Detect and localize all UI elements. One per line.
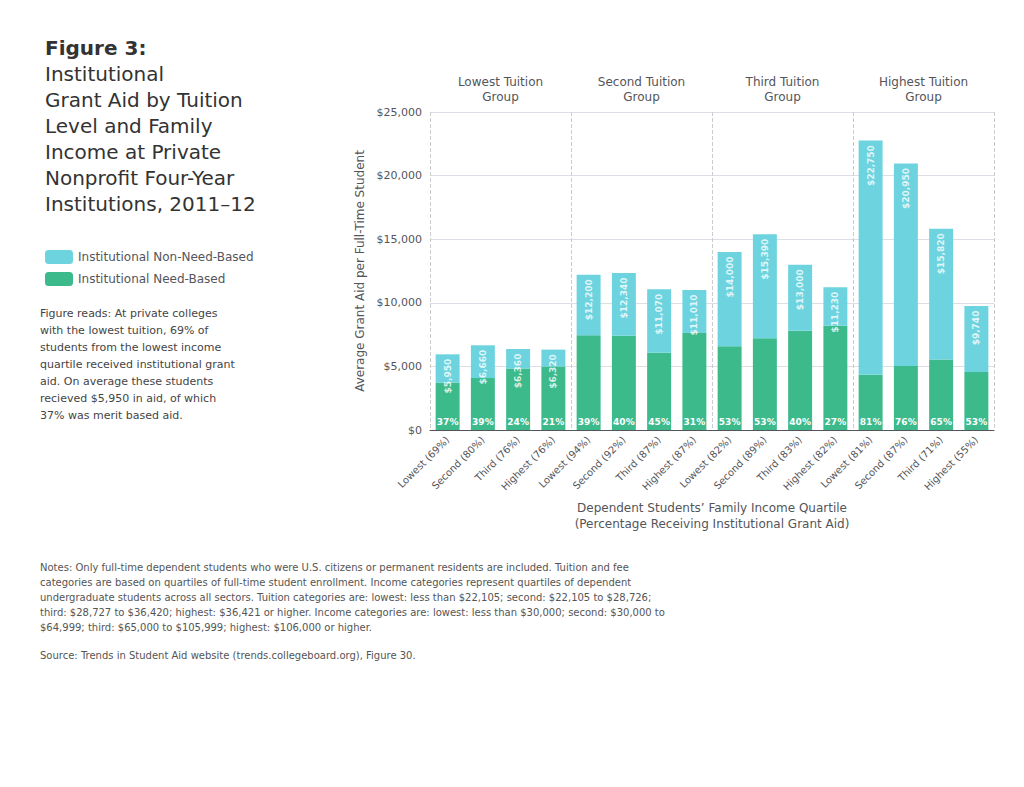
svg-text:$11,070: $11,070 (654, 294, 664, 335)
svg-text:with the lowest tuition, 69% o: with the lowest tuition, 69% of (40, 324, 210, 337)
svg-text:31%: 31% (684, 417, 706, 427)
svg-text:Third (83%): Third (83%) (754, 434, 804, 484)
svg-text:Highest (87%): Highest (87%) (640, 434, 699, 493)
svg-text:Third Tuition: Third Tuition (745, 75, 820, 89)
svg-text:Second (89%): Second (89%) (712, 434, 769, 491)
svg-text:Second (80%): Second (80%) (430, 434, 487, 491)
svg-text:$64,999; third: $65,000 to $10: $64,999; third: $65,000 to $105,999; hig… (40, 622, 372, 633)
svg-text:76%: 76% (895, 417, 917, 427)
svg-text:$12,340: $12,340 (619, 278, 629, 319)
svg-text:Highest (82%): Highest (82%) (781, 434, 840, 493)
svg-text:Group: Group (764, 90, 801, 104)
svg-text:$6,660: $6,660 (478, 350, 488, 385)
svg-text:$11,010: $11,010 (689, 294, 699, 335)
svg-text:81%: 81% (860, 417, 882, 427)
svg-text:Highest Tuition: Highest Tuition (879, 75, 968, 89)
svg-text:Nonprofit Four-Year: Nonprofit Four-Year (45, 166, 235, 190)
svg-text:recieved $5,950 in aid, of whi: recieved $5,950 in aid, of which (40, 392, 216, 405)
svg-text:categories are based on quarti: categories are based on quartiles of ful… (40, 577, 631, 588)
svg-text:37% was merit based aid.: 37% was merit based aid. (40, 409, 183, 422)
svg-text:53%: 53% (754, 417, 776, 427)
svg-text:24%: 24% (507, 417, 529, 427)
svg-text:Third (71%): Third (71%) (895, 434, 945, 484)
svg-text:Lowest (82%): Lowest (82%) (677, 434, 734, 490)
svg-text:undergraduate students across: undergraduate students across all sector… (40, 592, 651, 603)
svg-text:$5,000: $5,000 (384, 360, 423, 373)
svg-text:Group: Group (905, 90, 942, 104)
svg-text:Group: Group (482, 90, 519, 104)
svg-text:$9,740: $9,740 (971, 311, 981, 346)
svg-text:65%: 65% (930, 417, 952, 427)
svg-text:$5,950: $5,950 (443, 359, 453, 394)
svg-text:$12,200: $12,200 (584, 279, 594, 320)
svg-text:40%: 40% (789, 417, 811, 427)
svg-text:Lowest (69%): Lowest (69%) (395, 434, 452, 490)
svg-text:Lowest (81%): Lowest (81%) (818, 434, 875, 490)
svg-text:$20,950: $20,950 (901, 168, 911, 209)
svg-text:Income at Private: Income at Private (45, 140, 221, 164)
svg-text:third: $28,727 to $36,420; hig: third: $28,727 to $36,420; highest: $36,… (40, 607, 665, 618)
svg-text:students from the lowest incom: students from the lowest income (40, 341, 222, 354)
svg-text:Second Tuition: Second Tuition (598, 75, 685, 89)
svg-text:(Percentage Receiving Institut: (Percentage Receiving Institutional Gran… (575, 517, 850, 531)
svg-text:21%: 21% (543, 417, 565, 427)
svg-text:53%: 53% (719, 417, 741, 427)
svg-text:aid. On average these students: aid. On average these students (40, 375, 214, 388)
svg-text:$20,000: $20,000 (377, 169, 423, 182)
svg-text:$25,000: $25,000 (377, 106, 423, 119)
svg-text:$11,230: $11,230 (830, 292, 840, 333)
svg-text:Highest (55%): Highest (55%) (922, 434, 980, 492)
svg-text:$0: $0 (408, 424, 422, 437)
svg-text:Institutional Need-Based: Institutional Need-Based (78, 272, 225, 286)
svg-text:Lowest (94%): Lowest (94%) (536, 434, 593, 490)
svg-text:quartile received institutiona: quartile received institutional grant (40, 358, 236, 371)
svg-text:$14,000: $14,000 (725, 256, 735, 297)
svg-text:Third (76%): Third (76%) (472, 434, 522, 484)
svg-text:Lowest Tuition: Lowest Tuition (458, 75, 543, 89)
svg-text:Institutional Non-Need-Based: Institutional Non-Need-Based (78, 250, 254, 264)
svg-text:Institutions, 2011–12: Institutions, 2011–12 (45, 192, 256, 216)
svg-text:$10,000: $10,000 (377, 296, 423, 309)
svg-text:40%: 40% (613, 417, 635, 427)
svg-text:27%: 27% (825, 417, 847, 427)
svg-text:39%: 39% (578, 417, 600, 427)
svg-text:$22,750: $22,750 (866, 145, 876, 186)
svg-text:Third (87%): Third (87%) (613, 434, 663, 484)
svg-text:$13,000: $13,000 (795, 269, 805, 310)
svg-text:Grant Aid by Tuition: Grant Aid by Tuition (45, 88, 243, 112)
svg-text:Institutional: Institutional (45, 62, 164, 86)
svg-text:Group: Group (623, 90, 660, 104)
svg-text:$15,390: $15,390 (760, 239, 770, 280)
svg-text:Figure 3:: Figure 3: (45, 36, 146, 60)
svg-text:Notes: Only full-time dependen: Notes: Only full-time dependent students… (40, 562, 629, 573)
svg-text:Second (87%): Second (87%) (853, 434, 910, 491)
svg-text:53%: 53% (966, 417, 988, 427)
svg-text:Figure reads: At private colle: Figure reads: At private colleges (40, 307, 218, 320)
svg-text:37%: 37% (437, 417, 459, 427)
svg-text:$6,320: $6,320 (548, 354, 558, 389)
svg-text:45%: 45% (648, 417, 670, 427)
svg-text:$15,000: $15,000 (377, 233, 423, 246)
svg-text:Dependent Students’ Family Inc: Dependent Students’ Family Income Quarti… (577, 501, 847, 515)
svg-text:$6,360: $6,360 (513, 354, 523, 389)
svg-text:Source: Trends in Student Aid: Source: Trends in Student Aid website (t… (40, 650, 416, 661)
svg-text:39%: 39% (472, 417, 494, 427)
svg-text:$15,820: $15,820 (936, 233, 946, 274)
svg-text:Highest (76%): Highest (76%) (499, 434, 558, 493)
svg-text:Level and Family: Level and Family (45, 114, 213, 138)
svg-text:Second (92%): Second (92%) (571, 434, 628, 491)
svg-text:Average Grant Aid per Full-Tim: Average Grant Aid per Full-Time Student (353, 150, 367, 392)
